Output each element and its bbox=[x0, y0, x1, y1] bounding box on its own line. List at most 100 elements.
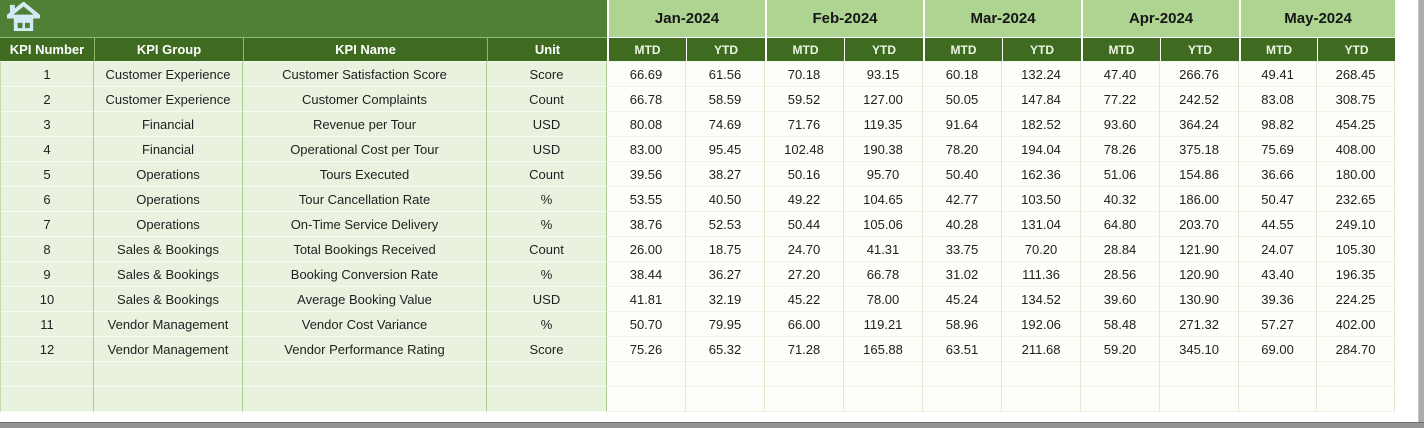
empty-value-cell[interactable] bbox=[1317, 387, 1396, 412]
empty-value-cell[interactable] bbox=[686, 387, 765, 412]
kpi-group-cell[interactable]: Financial bbox=[94, 137, 243, 162]
value-cell[interactable]: 78.00 bbox=[844, 287, 924, 312]
value-cell[interactable]: 60.18 bbox=[923, 62, 1003, 87]
empty-label-cell[interactable] bbox=[94, 362, 243, 387]
value-cell[interactable]: 39.56 bbox=[607, 162, 686, 187]
value-cell[interactable]: 49.22 bbox=[765, 187, 844, 212]
empty-value-cell[interactable] bbox=[923, 362, 1003, 387]
value-cell[interactable]: 36.27 bbox=[686, 262, 765, 287]
month-header-may[interactable]: May-2024 bbox=[1239, 0, 1396, 38]
column-header-mtd-month-1[interactable]: MTD bbox=[765, 38, 844, 62]
empty-label-cell[interactable] bbox=[243, 387, 487, 412]
column-header-ytd-month-0[interactable]: YTD bbox=[686, 38, 765, 62]
value-cell[interactable]: 50.70 bbox=[607, 312, 686, 337]
value-cell[interactable]: 50.44 bbox=[765, 212, 844, 237]
column-header-unit[interactable]: Unit bbox=[487, 38, 607, 62]
value-cell[interactable]: 408.00 bbox=[1317, 137, 1396, 162]
value-cell[interactable]: 78.26 bbox=[1081, 137, 1161, 162]
value-cell[interactable]: 79.95 bbox=[686, 312, 765, 337]
kpi-number-cell[interactable]: 12 bbox=[0, 337, 94, 362]
value-cell[interactable]: 28.84 bbox=[1081, 237, 1161, 262]
value-cell[interactable]: 66.00 bbox=[765, 312, 844, 337]
empty-value-cell[interactable] bbox=[844, 362, 924, 387]
value-cell[interactable]: 192.06 bbox=[1002, 312, 1082, 337]
kpi-name-cell[interactable]: Operational Cost per Tour bbox=[243, 137, 487, 162]
value-cell[interactable]: 40.28 bbox=[923, 212, 1003, 237]
unit-cell[interactable]: Count bbox=[487, 162, 607, 187]
value-cell[interactable]: 180.00 bbox=[1317, 162, 1396, 187]
unit-cell[interactable]: USD bbox=[487, 137, 607, 162]
empty-value-cell[interactable] bbox=[686, 362, 765, 387]
empty-value-cell[interactable] bbox=[1317, 362, 1396, 387]
value-cell[interactable]: 66.78 bbox=[607, 87, 686, 112]
value-cell[interactable]: 121.90 bbox=[1160, 237, 1240, 262]
value-cell[interactable]: 131.04 bbox=[1002, 212, 1082, 237]
value-cell[interactable]: 24.07 bbox=[1239, 237, 1318, 262]
value-cell[interactable]: 375.18 bbox=[1160, 137, 1240, 162]
kpi-number-cell[interactable]: 5 bbox=[0, 162, 94, 187]
value-cell[interactable]: 165.88 bbox=[844, 337, 924, 362]
value-cell[interactable]: 162.36 bbox=[1002, 162, 1082, 187]
kpi-number-cell[interactable]: 9 bbox=[0, 262, 94, 287]
value-cell[interactable]: 64.80 bbox=[1081, 212, 1161, 237]
unit-cell[interactable]: Count bbox=[487, 237, 607, 262]
kpi-name-cell[interactable]: Revenue per Tour bbox=[243, 112, 487, 137]
month-header-jan[interactable]: Jan-2024 bbox=[607, 0, 765, 38]
unit-cell[interactable]: % bbox=[487, 187, 607, 212]
empty-value-cell[interactable] bbox=[1081, 387, 1161, 412]
empty-value-cell[interactable] bbox=[765, 362, 844, 387]
value-cell[interactable]: 75.69 bbox=[1239, 137, 1318, 162]
value-cell[interactable]: 93.15 bbox=[844, 62, 924, 87]
value-cell[interactable]: 59.20 bbox=[1081, 337, 1161, 362]
value-cell[interactable]: 42.77 bbox=[923, 187, 1003, 212]
value-cell[interactable]: 132.24 bbox=[1002, 62, 1082, 87]
column-header-ytd-month-4[interactable]: YTD bbox=[1317, 38, 1396, 62]
vertical-scrollbar[interactable] bbox=[1418, 0, 1424, 422]
value-cell[interactable]: 83.08 bbox=[1239, 87, 1318, 112]
value-cell[interactable]: 111.36 bbox=[1002, 262, 1082, 287]
empty-label-cell[interactable] bbox=[243, 362, 487, 387]
value-cell[interactable]: 61.56 bbox=[686, 62, 765, 87]
value-cell[interactable]: 308.75 bbox=[1317, 87, 1396, 112]
value-cell[interactable]: 196.35 bbox=[1317, 262, 1396, 287]
empty-value-cell[interactable] bbox=[1239, 387, 1318, 412]
kpi-name-cell[interactable]: Customer Satisfaction Score bbox=[243, 62, 487, 87]
value-cell[interactable]: 127.00 bbox=[844, 87, 924, 112]
column-header-mtd-month-4[interactable]: MTD bbox=[1239, 38, 1318, 62]
value-cell[interactable]: 50.47 bbox=[1239, 187, 1318, 212]
value-cell[interactable]: 190.38 bbox=[844, 137, 924, 162]
value-cell[interactable]: 186.00 bbox=[1160, 187, 1240, 212]
kpi-group-cell[interactable]: Operations bbox=[94, 162, 243, 187]
value-cell[interactable]: 147.84 bbox=[1002, 87, 1082, 112]
value-cell[interactable]: 58.59 bbox=[686, 87, 765, 112]
value-cell[interactable]: 70.20 bbox=[1002, 237, 1082, 262]
kpi-number-cell[interactable]: 11 bbox=[0, 312, 94, 337]
value-cell[interactable]: 49.41 bbox=[1239, 62, 1318, 87]
value-cell[interactable]: 45.24 bbox=[923, 287, 1003, 312]
kpi-name-cell[interactable]: Vendor Performance Rating bbox=[243, 337, 487, 362]
value-cell[interactable]: 36.66 bbox=[1239, 162, 1318, 187]
column-header-ytd-month-3[interactable]: YTD bbox=[1160, 38, 1240, 62]
value-cell[interactable]: 18.75 bbox=[686, 237, 765, 262]
value-cell[interactable]: 119.35 bbox=[844, 112, 924, 137]
value-cell[interactable]: 40.50 bbox=[686, 187, 765, 212]
value-cell[interactable]: 58.48 bbox=[1081, 312, 1161, 337]
kpi-number-cell[interactable]: 6 bbox=[0, 187, 94, 212]
value-cell[interactable]: 33.75 bbox=[923, 237, 1003, 262]
value-cell[interactable]: 39.60 bbox=[1081, 287, 1161, 312]
value-cell[interactable]: 38.76 bbox=[607, 212, 686, 237]
value-cell[interactable]: 71.76 bbox=[765, 112, 844, 137]
value-cell[interactable]: 271.32 bbox=[1160, 312, 1240, 337]
value-cell[interactable]: 38.44 bbox=[607, 262, 686, 287]
value-cell[interactable]: 249.10 bbox=[1317, 212, 1396, 237]
value-cell[interactable]: 66.78 bbox=[844, 262, 924, 287]
value-cell[interactable]: 52.53 bbox=[686, 212, 765, 237]
unit-cell[interactable]: % bbox=[487, 262, 607, 287]
value-cell[interactable]: 182.52 bbox=[1002, 112, 1082, 137]
kpi-group-cell[interactable]: Sales & Bookings bbox=[94, 237, 243, 262]
unit-cell[interactable]: Count bbox=[487, 87, 607, 112]
kpi-number-cell[interactable]: 8 bbox=[0, 237, 94, 262]
kpi-number-cell[interactable]: 1 bbox=[0, 62, 94, 87]
unit-cell[interactable]: % bbox=[487, 312, 607, 337]
value-cell[interactable]: 57.27 bbox=[1239, 312, 1318, 337]
